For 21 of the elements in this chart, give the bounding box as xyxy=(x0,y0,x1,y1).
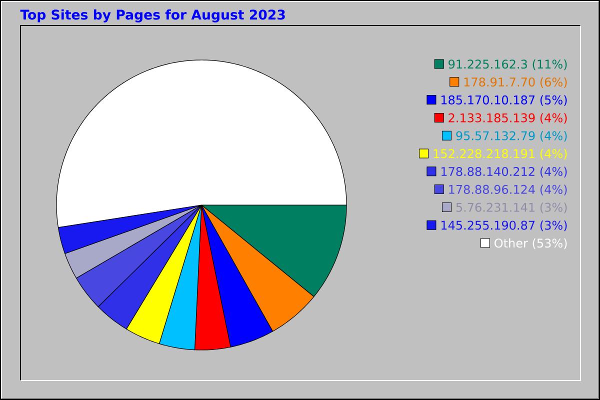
legend-label: 152.228.218.191 xyxy=(434,149,534,158)
legend-label: 95.57.132.79 xyxy=(456,131,535,140)
chart-title: Top Sites by Pages for August 2023 xyxy=(20,9,285,22)
data-label: (4%) xyxy=(540,184,567,196)
data-label: (6%) xyxy=(540,77,567,88)
data-label: (4%) xyxy=(540,131,567,142)
data-label: (4%) xyxy=(540,148,567,160)
legend-label: Other xyxy=(494,238,528,248)
legend-label: 178.88.140.212 xyxy=(441,166,534,176)
data-label: (53%) xyxy=(532,238,567,250)
data-label: (3%) xyxy=(540,220,567,232)
legend-label: 2.133.185.139 xyxy=(448,113,535,122)
legend-label: 178.91.7.70 xyxy=(464,77,535,87)
data-label: (5%) xyxy=(540,95,567,106)
legend-label: 185.170.10.187 xyxy=(441,95,535,104)
data-label: (11%) xyxy=(532,59,567,70)
legend-label: 145.255.190.87 xyxy=(441,220,535,230)
legend-label: 91.225.162.3 xyxy=(448,60,527,69)
legend-label: 178.88.96.124 xyxy=(449,184,535,194)
data-label: (4%) xyxy=(540,113,567,124)
data-label: (4%) xyxy=(540,166,567,178)
